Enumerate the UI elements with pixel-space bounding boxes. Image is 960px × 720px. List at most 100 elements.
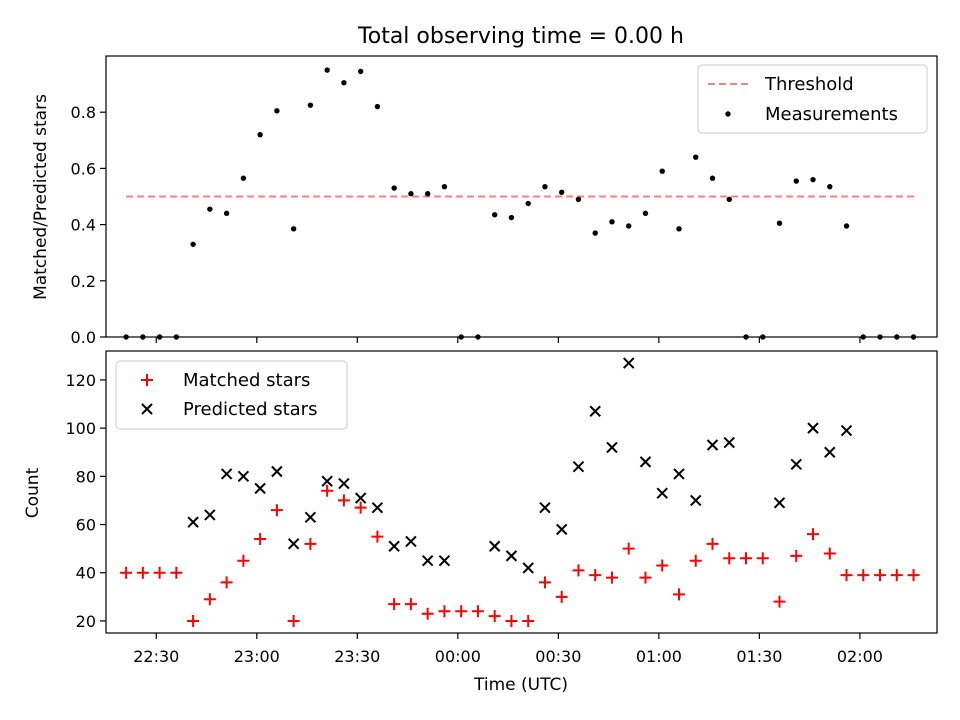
predicted-star-point bbox=[287, 538, 300, 550]
predicted-star-point bbox=[673, 468, 685, 480]
threshold-legend-label: Threshold bbox=[764, 74, 854, 95]
measurement-point bbox=[441, 183, 448, 190]
matched-star-point bbox=[136, 566, 149, 579]
measurement-point bbox=[709, 175, 716, 181]
matched-legend-swatch bbox=[141, 374, 153, 386]
measurement-point bbox=[374, 103, 381, 110]
predicted-star-point bbox=[723, 436, 735, 449]
bottom-y-tick-label: 120 bbox=[65, 371, 96, 390]
top-y-tick-label: 0.4 bbox=[71, 216, 96, 235]
matched-star-point bbox=[572, 564, 585, 577]
measurement-point bbox=[843, 223, 850, 229]
matched-star-point bbox=[740, 552, 753, 565]
bottom-legend-box bbox=[115, 360, 348, 430]
bottom-legend: Matched stars Predicted stars bbox=[115, 360, 348, 430]
measurement-point bbox=[726, 196, 732, 203]
matched-star-point bbox=[907, 569, 920, 582]
top-plot-area bbox=[123, 67, 917, 340]
measurement-point bbox=[307, 102, 314, 108]
predicted-star-point bbox=[656, 487, 668, 499]
measurement-point bbox=[609, 219, 615, 225]
measurement-point bbox=[810, 176, 816, 183]
matched-star-point bbox=[505, 614, 518, 627]
predicted-star-point bbox=[438, 554, 451, 567]
matched-star-point bbox=[840, 569, 853, 582]
bottom-y-tick-label: 40 bbox=[76, 564, 96, 583]
matched-star-point bbox=[388, 598, 401, 611]
measurement-point bbox=[274, 108, 280, 114]
matched-star-point bbox=[890, 569, 903, 582]
bottom-axis-ticks: 20 40 60 80 100 120 22:30 23:00 23:30 00:00 00:30 0… bbox=[65, 371, 883, 666]
measurement-point bbox=[424, 190, 431, 197]
predicted-star-point bbox=[371, 501, 384, 514]
x-tick-label: 23:30 bbox=[334, 647, 380, 666]
x-tick-label: 02:00 bbox=[837, 647, 883, 666]
bottom-panel: Count 20 40 60 80 100 120 22:30 23:00 23:30 00:00… bbox=[23, 350, 938, 695]
measurement-point bbox=[793, 178, 799, 184]
predicted-star-point bbox=[522, 562, 534, 574]
measurement-point bbox=[542, 183, 548, 190]
top-plot-frame bbox=[105, 55, 938, 338]
matched-star-point bbox=[421, 607, 434, 620]
matched-star-point bbox=[857, 569, 870, 582]
predicted-star-point bbox=[790, 458, 802, 470]
measurement-point bbox=[240, 175, 247, 181]
measurement-point bbox=[408, 190, 414, 197]
x-tick-label: 22:30 bbox=[133, 647, 179, 666]
predicted-star-point bbox=[589, 405, 601, 417]
top-y-axis-label: Matched/Predicted stars bbox=[31, 94, 51, 300]
x-tick-label: 00:30 bbox=[535, 647, 581, 666]
matched-star-point bbox=[455, 605, 468, 618]
measurement-point bbox=[642, 210, 649, 217]
matched-star-point bbox=[170, 566, 183, 579]
matched-star-point bbox=[404, 598, 417, 611]
predicted-star-point bbox=[204, 509, 216, 521]
predicted-star-point bbox=[690, 494, 702, 507]
measurement-point bbox=[676, 226, 682, 232]
matched-star-point bbox=[337, 494, 350, 507]
matched-star-point bbox=[874, 569, 887, 582]
matched-star-point bbox=[153, 566, 166, 579]
measurements-legend-swatch bbox=[725, 111, 731, 117]
measurement-point bbox=[659, 168, 665, 174]
matched-star-point bbox=[471, 605, 484, 618]
predicted-star-point bbox=[623, 357, 635, 369]
matched-star-point bbox=[773, 595, 786, 608]
matched-star-point bbox=[287, 614, 300, 627]
predicted-star-point bbox=[556, 523, 568, 536]
matched-star-point bbox=[555, 590, 568, 603]
predicted-star-point bbox=[405, 535, 417, 548]
matched-star-point bbox=[756, 552, 769, 565]
measurement-point bbox=[257, 131, 263, 138]
x-tick-label: 01:30 bbox=[736, 647, 782, 666]
matched-star-point bbox=[538, 576, 551, 589]
matched-star-point bbox=[689, 554, 702, 567]
x-tick-label: 01:00 bbox=[636, 647, 682, 666]
matched-star-point bbox=[254, 533, 267, 545]
predicted-star-point bbox=[706, 439, 719, 451]
top-y-tick-label: 0.2 bbox=[71, 272, 96, 291]
predicted-star-point bbox=[220, 468, 233, 480]
top-legend-box bbox=[697, 64, 928, 134]
top-axis-ticks: 0.0 0.2 0.4 0.6 0.8 bbox=[71, 103, 861, 347]
matched-star-point bbox=[203, 593, 216, 606]
matched-star-point bbox=[790, 549, 803, 562]
x-tick-label: 23:00 bbox=[234, 647, 280, 666]
measurement-point bbox=[341, 79, 347, 86]
matched-star-point bbox=[656, 559, 669, 572]
top-y-tick-label: 0.8 bbox=[71, 103, 96, 122]
predicted-star-point bbox=[639, 456, 652, 468]
predicted-star-point bbox=[606, 441, 618, 454]
bottom-plot-area bbox=[120, 357, 920, 627]
predicted-star-point bbox=[824, 446, 836, 458]
top-y-tick-label: 0.0 bbox=[71, 328, 96, 347]
top-legend: Threshold Measurements bbox=[697, 64, 928, 134]
predicted-legend-swatch bbox=[141, 403, 153, 415]
predicted-star-point bbox=[271, 465, 283, 478]
predicted-star-point bbox=[539, 501, 551, 514]
predicted-star-point bbox=[773, 497, 786, 509]
predicted-star-point bbox=[187, 516, 199, 528]
measurement-point bbox=[223, 210, 230, 217]
matched-star-point bbox=[220, 576, 233, 589]
predicted-star-point bbox=[421, 554, 434, 567]
